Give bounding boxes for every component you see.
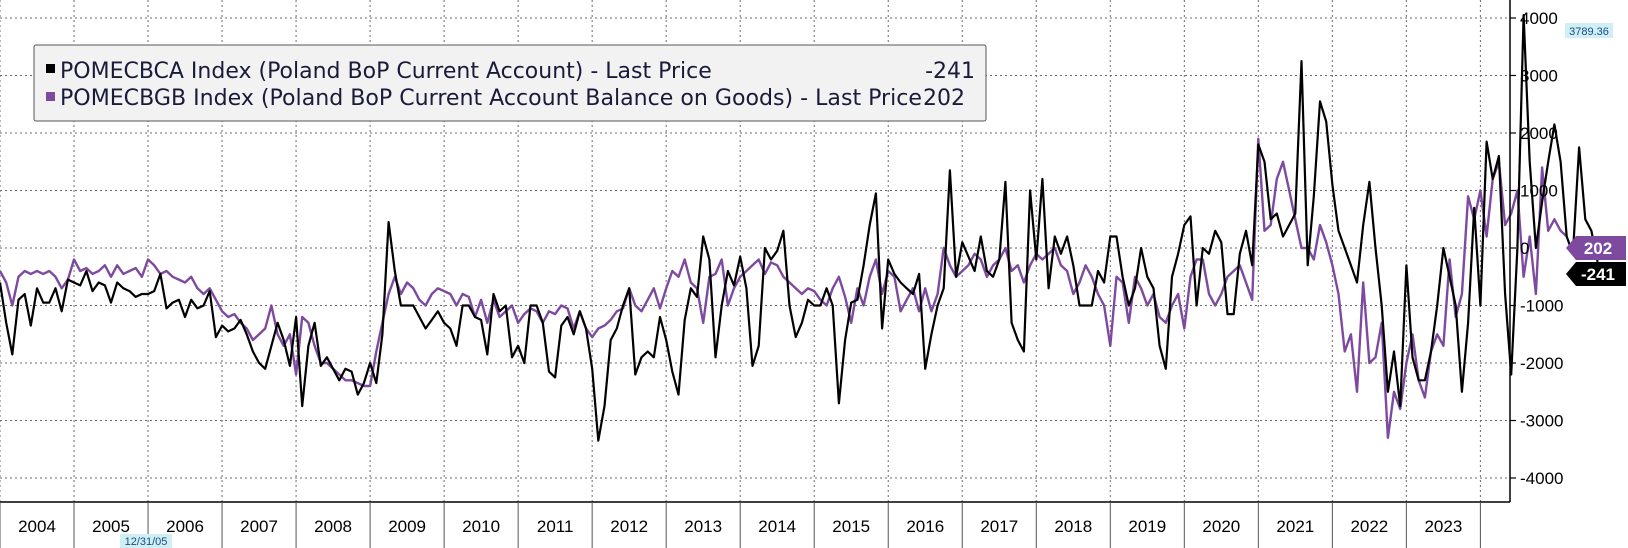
badge-series-1-label: -241 <box>1581 265 1615 284</box>
year-label: 2013 <box>684 517 722 536</box>
year-label: 2022 <box>1350 517 1388 536</box>
y-axis: 4000 3000 2000 1000 0 -1000 -2000 -3000 -4000 <box>1510 9 1563 488</box>
year-label: 2012 <box>610 517 648 536</box>
year-label: 2018 <box>1054 517 1092 536</box>
year-label: 2015 <box>832 517 870 536</box>
last-value-badges: 202 -241 <box>1566 236 1626 286</box>
y-tick-label: -3000 <box>1520 412 1563 431</box>
y-tick-label: -4000 <box>1520 469 1563 488</box>
badge-series-1-shape <box>1566 262 1626 286</box>
year-label: 2006 <box>166 517 204 536</box>
x-start-label: 12/31/05 <box>125 536 168 548</box>
legend-item-2: POMECBGB Index (Poland BoP Current Accou… <box>46 86 965 111</box>
legend-label-1: POMECBCA Index (Poland BoP Current Accou… <box>60 59 712 84</box>
legend-swatch-1 <box>46 64 55 73</box>
year-label: 2021 <box>1276 517 1314 536</box>
y-tick-label: 4000 <box>1520 9 1558 28</box>
max-marker-label: 3789.36 <box>1569 26 1609 38</box>
series-group <box>0 14 1599 442</box>
legend-value-1: -241 <box>925 59 975 84</box>
badge-series-1: -241 <box>1566 262 1626 286</box>
badge-series-2: 202 <box>1566 236 1626 260</box>
year-label: 2011 <box>537 517 574 536</box>
year-label: 2016 <box>906 517 944 536</box>
legend-swatch-2 <box>46 92 55 101</box>
legend-value-2: 202 <box>923 86 965 111</box>
year-label: 2023 <box>1424 517 1462 536</box>
year-label: 2010 <box>462 517 500 536</box>
year-label: 2008 <box>314 517 352 536</box>
legend: POMECBCA Index (Poland BoP Current Accou… <box>33 44 987 122</box>
x-start-marker: 12/31/05 <box>120 534 172 548</box>
year-label: 2004 <box>18 517 56 536</box>
series-line-2 <box>0 137 1568 439</box>
legend-label-2: POMECBGB Index (Poland BoP Current Accou… <box>60 86 922 111</box>
max-marker: 3789.36 <box>1565 23 1613 38</box>
y-tick-label: 0 <box>1520 239 1529 258</box>
legend-item-1: POMECBCA Index (Poland BoP Current Accou… <box>46 59 975 84</box>
y-tick-label: 2000 <box>1520 124 1558 143</box>
badge-series-2-shape <box>1566 236 1626 260</box>
y-tick-label: -1000 <box>1520 297 1563 316</box>
x-axis: 2004 2005 2006 2007 2008 2009 2010 2011 2012 2013… <box>0 502 1481 548</box>
year-label: 2020 <box>1202 517 1240 536</box>
year-label: 2005 <box>92 517 130 536</box>
year-label: 2017 <box>980 517 1018 536</box>
badge-series-2-label: 202 <box>1584 239 1612 258</box>
year-label: 2007 <box>240 517 278 536</box>
y-tick-label: -2000 <box>1520 354 1563 373</box>
year-label: 2014 <box>758 517 796 536</box>
legend-box <box>33 44 987 122</box>
y-tick-label: 1000 <box>1520 182 1558 201</box>
year-label: 2009 <box>388 517 426 536</box>
y-tick-label: 3000 <box>1520 67 1558 86</box>
series-line-1 <box>0 14 1599 442</box>
year-label: 2019 <box>1128 517 1166 536</box>
